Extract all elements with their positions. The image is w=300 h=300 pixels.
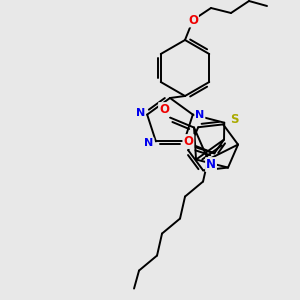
Text: S: S (230, 113, 238, 126)
Text: N: N (136, 108, 145, 118)
Text: N: N (144, 138, 154, 148)
Text: O: O (188, 14, 198, 26)
Text: N: N (195, 110, 205, 120)
Text: O: O (159, 103, 169, 116)
Text: O: O (183, 135, 194, 148)
Text: N: N (206, 158, 216, 171)
